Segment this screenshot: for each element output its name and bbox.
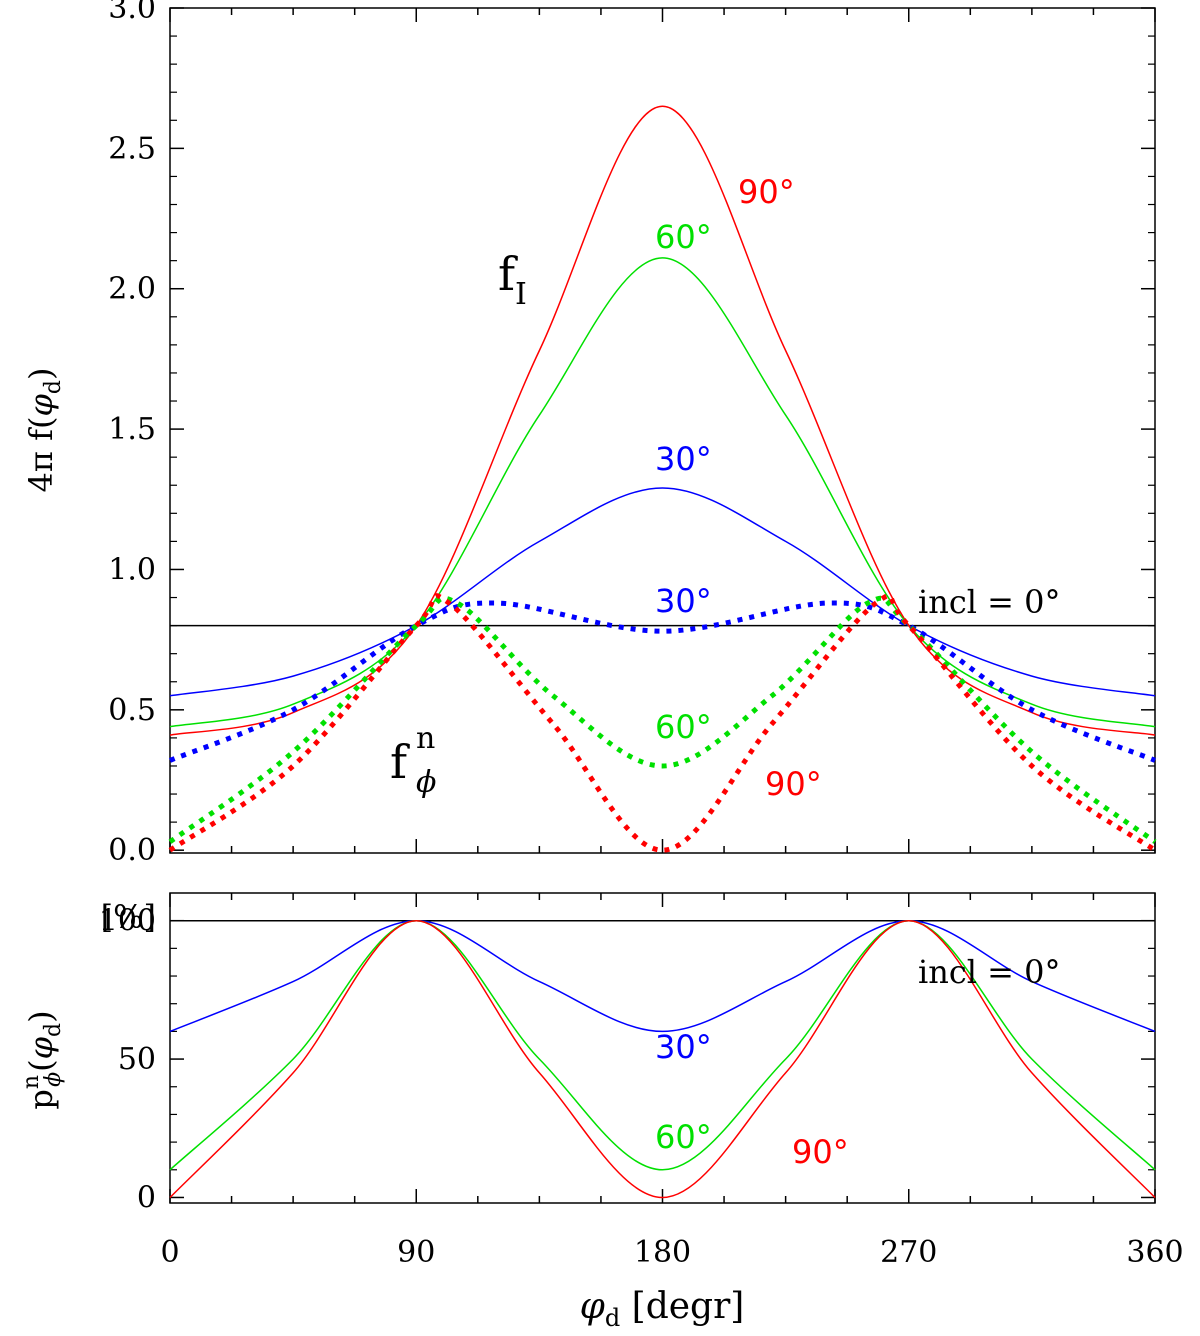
top-i30-dotted-label: 30°: [655, 582, 712, 620]
x-tick-label: 0: [160, 1235, 179, 1270]
top-incl0-label: incl = 0°: [918, 583, 1061, 621]
top-ytick-label: 0.5: [108, 693, 156, 728]
bottom-ytick-label: 0: [137, 1180, 156, 1215]
label-f-phi-n-sup: n: [416, 721, 435, 756]
top-i90-solid-label: 90°: [738, 173, 795, 211]
top-ytick-label: 1.5: [108, 412, 156, 447]
top-i60-dotted-label: 60°: [655, 708, 712, 746]
bottom-ytick-label: 50: [118, 1042, 156, 1077]
xlabel-rest: [degr]: [620, 1286, 744, 1327]
top-series-f-i-incl-30: [169, 487, 1156, 697]
x-tick-label: 180: [634, 1235, 691, 1270]
top-ytick-label: 0.0: [108, 833, 156, 868]
top-series-group: [168, 105, 1157, 853]
bottom-series-p-incl-30: [169, 919, 1156, 1033]
top-ytick-label: 2.5: [108, 131, 156, 166]
bottom-series-p-incl-60: [169, 919, 1156, 1171]
bottom-unit-label: [%]: [101, 898, 156, 936]
label-f-I: fI: [498, 247, 527, 312]
bottom-ylabel-open: (: [22, 1059, 60, 1071]
top-ytick-label: 1.0: [108, 552, 156, 587]
x-tick-label: 270: [880, 1235, 937, 1270]
top-series-f-i-incl-90: [169, 105, 1156, 736]
top-i90-dotted-label: 90°: [765, 765, 822, 803]
bottom-ylabel-var: φ: [22, 1036, 60, 1059]
xlabel-var: φ: [580, 1286, 606, 1327]
bottom-i60-label: 60°: [655, 1118, 712, 1156]
label-f-I-sub: I: [515, 277, 527, 312]
bottom-ylabel-base: p: [22, 1089, 60, 1109]
top-ytick-label: 3.0: [108, 0, 156, 26]
top-ytick-label: 2.0: [108, 272, 156, 307]
top-ylabel-sub: d: [41, 380, 66, 394]
bottom-x-tick-labels: 0 90 180 270 360: [160, 1235, 1183, 1270]
label-f-phi-n-sub: ϕ: [416, 765, 436, 800]
top-tick-marks: [169, 7, 1156, 853]
top-y-axis-label: 4π f(φd): [22, 368, 66, 493]
bottom-ytick-label: 100: [99, 904, 156, 939]
bottom-series-p-incl-90: [169, 919, 1156, 1199]
bottom-incl0-label: incl = 0°: [918, 953, 1061, 991]
xlabel-sub: d: [605, 1304, 620, 1332]
label-f-I-base: f: [498, 247, 518, 301]
x-axis-label: φd [degr]: [580, 1286, 745, 1332]
top-ylabel-var: φ: [22, 394, 60, 417]
bottom-y-axis-label: pnϕ(φd): [19, 1010, 66, 1109]
top-series-f-i-incl-60: [169, 257, 1156, 728]
bottom-series-group: [169, 919, 1156, 1199]
top-panel: 0.00.51.01.52.02.53.0 4π f(φd) fI f n ϕ …: [22, 0, 1157, 868]
top-ylabel-close: ): [22, 368, 60, 380]
top-series-f-phi-n-incl-30: [169, 600, 1156, 763]
bottom-i90-label: 90°: [792, 1133, 849, 1171]
bottom-ylabel-var-sub: d: [41, 1023, 66, 1037]
label-f-phi-n-base: f: [390, 735, 410, 789]
bottom-y-tick-labels: 0 50 100: [99, 904, 156, 1216]
bottom-i30-label: 30°: [655, 1028, 712, 1066]
bottom-ylabel-sub: ϕ: [41, 1072, 66, 1087]
bottom-ylabel-sup: n: [19, 1075, 44, 1089]
bottom-tick-marks: [169, 893, 1156, 1203]
top-i30-solid-label: 30°: [655, 440, 712, 478]
top-ylabel-base: 4π f(: [22, 417, 60, 493]
top-series-f-phi-n-incl-60: [168, 595, 1157, 844]
top-y-tick-labels: 0.0 0.5 1.0 1.5 2.0 2.5 3.0: [108, 0, 156, 868]
top-i60-solid-label: 60°: [655, 218, 712, 256]
x-tick-label: 90: [397, 1235, 435, 1270]
x-tick-label: 360: [1126, 1235, 1183, 1270]
bottom-ylabel-close: ): [22, 1010, 60, 1022]
